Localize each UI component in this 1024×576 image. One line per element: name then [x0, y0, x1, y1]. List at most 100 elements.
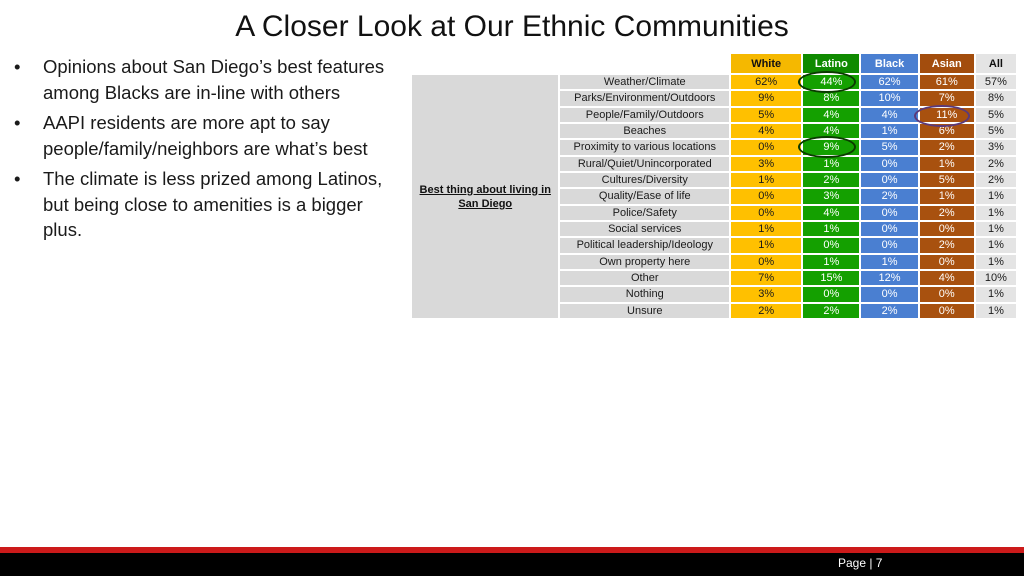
row-category-label: Unsure	[560, 303, 730, 318]
results-table: White Latino Black Asian All Best thing …	[410, 52, 1018, 320]
table-body: Best thing about living in San Diego Weat…	[412, 75, 1016, 318]
table-row: Social services 1% 1% 0% 0% 1%	[412, 221, 1016, 237]
table-row: Police/Safety 0% 4% 0% 2% 1%	[412, 205, 1016, 220]
cell-asian: 0%	[919, 221, 974, 237]
cell-asian: 2%	[919, 205, 974, 220]
cell-all: 1%	[975, 205, 1016, 220]
cell-black: 62%	[861, 75, 918, 90]
cell-black: 2%	[861, 303, 918, 318]
cell-white: 4%	[731, 123, 802, 139]
row-category-label: Weather/Climate	[560, 75, 730, 90]
cell-latino: 44%	[803, 75, 860, 90]
cell-black: 1%	[861, 123, 918, 139]
cell-black: 0%	[861, 221, 918, 237]
bullet-text: The climate is less prized among Latinos…	[43, 168, 383, 240]
row-category-label: Proximity to various locations	[560, 140, 730, 155]
cell-black: 2%	[861, 189, 918, 204]
cell-black: 0%	[861, 205, 918, 220]
cell-all: 3%	[975, 140, 1016, 155]
cell-asian: 6%	[919, 123, 974, 139]
bullet-dot-icon: •	[14, 112, 21, 133]
cell-black: 4%	[861, 107, 918, 122]
table-row: Other 7% 15% 12% 4% 10%	[412, 270, 1016, 286]
cell-latino: 3%	[803, 189, 860, 204]
column-header-white: White	[731, 54, 802, 73]
cell-latino: 1%	[803, 254, 860, 269]
cell-white: 1%	[731, 172, 802, 188]
cell-asian: 1%	[919, 156, 974, 171]
table-row: Own property here 0% 1% 1% 0% 1%	[412, 254, 1016, 269]
cell-black: 10%	[861, 91, 918, 106]
cell-latino: 4%	[803, 205, 860, 220]
cell-asian: 11%	[919, 107, 974, 122]
cell-all: 5%	[975, 107, 1016, 122]
cell-white: 0%	[731, 189, 802, 204]
cell-asian: 0%	[919, 287, 974, 302]
cell-white: 0%	[731, 140, 802, 155]
table-header-row: White Latino Black Asian All	[412, 54, 1016, 73]
cell-asian: 5%	[919, 172, 974, 188]
page-number: Page | 7	[838, 556, 883, 570]
cell-black: 12%	[861, 270, 918, 286]
cell-white: 1%	[731, 221, 802, 237]
cell-asian: 0%	[919, 254, 974, 269]
row-category-label: Beaches	[560, 123, 730, 139]
cell-white: 0%	[731, 205, 802, 220]
cell-all: 1%	[975, 189, 1016, 204]
cell-all: 5%	[975, 123, 1016, 139]
row-group-label: Best thing about living in San Diego	[412, 75, 559, 318]
column-header-all: All	[975, 54, 1016, 73]
cell-latino: 9%	[803, 140, 860, 155]
cell-black: 0%	[861, 156, 918, 171]
cell-asian: 1%	[919, 189, 974, 204]
cell-asian: 61%	[919, 75, 974, 90]
table-row: Quality/Ease of life 0% 3% 2% 1% 1%	[412, 189, 1016, 204]
results-table-container: White Latino Black Asian All Best thing …	[410, 52, 1018, 320]
cell-latino: 0%	[803, 287, 860, 302]
cell-white: 5%	[731, 107, 802, 122]
cell-white: 9%	[731, 91, 802, 106]
table-row: Political leadership/Ideology 1% 0% 0% 2% 1%	[412, 238, 1016, 253]
header-blank	[412, 54, 558, 73]
column-header-latino: Latino	[803, 54, 860, 73]
bullet-item: • Opinions about San Diego’s best feature…	[14, 54, 406, 105]
cell-all: 1%	[975, 221, 1016, 237]
cell-black: 0%	[861, 172, 918, 188]
cell-white: 0%	[731, 254, 802, 269]
row-category-label: Parks/Environment/Outdoors	[560, 91, 730, 106]
table-row: Best thing about living in San Diego Weat…	[412, 75, 1016, 318]
cell-white: 3%	[731, 287, 802, 302]
table-row: Nothing 3% 0% 0% 0% 1%	[412, 287, 1016, 302]
cell-asian: 0%	[919, 303, 974, 318]
cell-latino: 8%	[803, 91, 860, 106]
cell-white: 2%	[731, 303, 802, 318]
bullet-dot-icon: •	[14, 56, 21, 77]
bullet-item: • AAPI residents are more apt to say peop…	[14, 110, 406, 161]
row-category-label: Other	[560, 270, 730, 286]
row-category-label: Quality/Ease of life	[560, 189, 730, 204]
cell-black: 1%	[861, 254, 918, 269]
bullet-dot-icon: •	[14, 168, 21, 189]
cell-latino: 2%	[803, 172, 860, 188]
cell-all: 8%	[975, 91, 1016, 106]
slide-title: A Closer Look at Our Ethnic Communities	[235, 10, 789, 43]
bullet-text: AAPI residents are more apt to say peopl…	[43, 112, 368, 159]
cell-white: 62%	[731, 75, 802, 90]
row-category-label: Nothing	[560, 287, 730, 302]
footer-black-bar	[0, 553, 1024, 576]
header-blank	[560, 54, 729, 73]
table-row: Unsure 2% 2% 2% 0% 1%	[412, 303, 1016, 318]
cell-latino: 4%	[803, 107, 860, 122]
cell-all: 1%	[975, 238, 1016, 253]
cell-latino: 2%	[803, 303, 860, 318]
row-category-label: People/Family/Outdoors	[560, 107, 730, 122]
bullet-list: • Opinions about San Diego’s best feature…	[14, 54, 406, 248]
row-category-label: Police/Safety	[560, 205, 730, 220]
row-category-label: Social services	[560, 221, 730, 237]
row-category-label: Political leadership/Ideology	[560, 238, 730, 253]
footer-red-bar	[0, 547, 1024, 553]
cell-all: 2%	[975, 172, 1016, 188]
cell-asian: 2%	[919, 238, 974, 253]
table-row: Cultures/Diversity 1% 2% 0% 5% 2%	[412, 172, 1016, 188]
cell-all: 1%	[975, 254, 1016, 269]
